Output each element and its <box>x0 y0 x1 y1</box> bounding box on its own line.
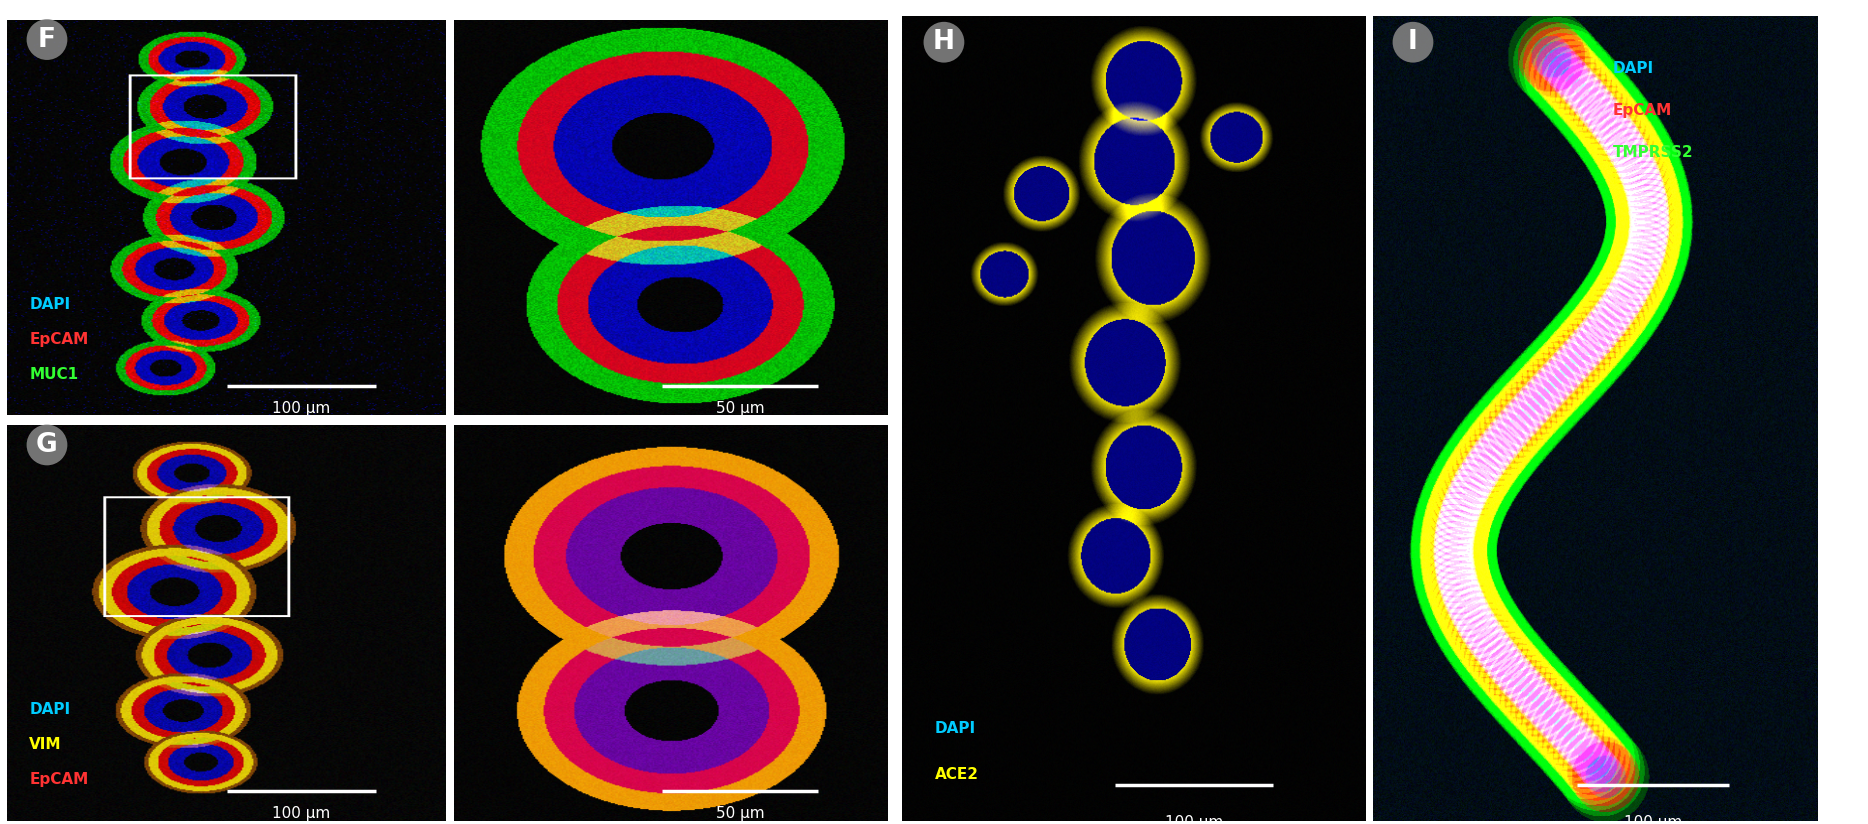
Text: H: H <box>932 29 955 55</box>
Text: 50 μm: 50 μm <box>715 806 764 821</box>
Text: EpCAM: EpCAM <box>1614 103 1672 118</box>
Text: DAPI: DAPI <box>934 721 975 736</box>
Text: TMPRSS2: TMPRSS2 <box>1614 145 1694 160</box>
Text: MUC1: MUC1 <box>30 367 78 382</box>
Text: G: G <box>35 432 58 458</box>
Text: DAPI: DAPI <box>30 297 71 312</box>
Text: ACE2: ACE2 <box>934 767 979 782</box>
Text: F: F <box>37 26 56 53</box>
Text: EpCAM: EpCAM <box>30 772 88 787</box>
Text: 100 μm: 100 μm <box>273 400 331 415</box>
Text: DAPI: DAPI <box>30 702 71 718</box>
Text: I: I <box>1408 29 1418 55</box>
Text: DAPI: DAPI <box>1614 61 1655 77</box>
Text: 50 μm: 50 μm <box>715 400 764 415</box>
Text: EpCAM: EpCAM <box>30 332 88 347</box>
Text: 100 μm: 100 μm <box>273 806 331 821</box>
Text: 100 μm: 100 μm <box>1166 815 1224 824</box>
Text: 100 μm: 100 μm <box>1623 815 1683 824</box>
Text: VIM: VIM <box>30 737 62 752</box>
